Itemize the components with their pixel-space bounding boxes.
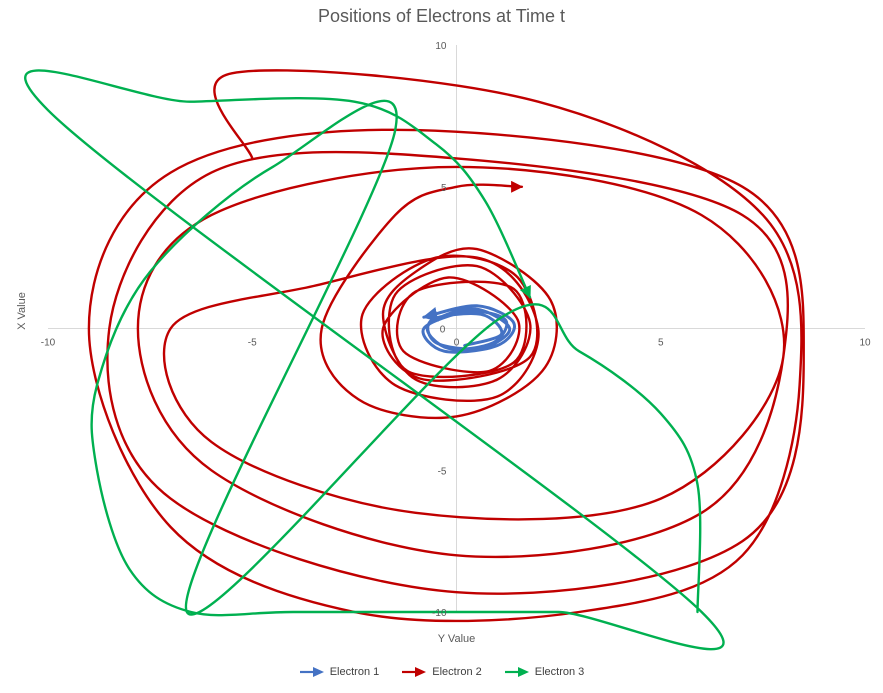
series-line-2 [87, 69, 805, 623]
legend: Electron 1 Electron 2 Electron 3 [0, 666, 883, 678]
x-tick-label: -5 [248, 338, 257, 349]
chart-title: Positions of Electrons at Time t [317, 6, 566, 26]
y-tick-label: 0 [440, 325, 446, 336]
x-axis-label: Y Value [437, 633, 476, 645]
x-tick-label: -10 [41, 338, 56, 349]
series-line-1 [421, 304, 516, 354]
legend-label: Electron 3 [534, 666, 585, 678]
series-line-3 [24, 69, 725, 651]
y-tick-label: -10 [432, 608, 447, 619]
tick-labels: -10 -5 0 5 10 10 5 0 -5 -10 [41, 41, 871, 619]
y-tick-label: 5 [441, 183, 447, 194]
legend-swatch [504, 667, 529, 677]
x-tick-label: 10 [859, 338, 871, 349]
series-layer [24, 69, 805, 651]
legend-item: Electron 2 [401, 666, 482, 678]
legend-item: Electron 1 [299, 666, 380, 678]
y-axis-label: X Value [16, 292, 28, 330]
legend-label: Electron 2 [432, 666, 482, 678]
legend-swatch [402, 667, 427, 677]
legend-item: Electron 3 [504, 666, 585, 678]
y-tick-label: 10 [435, 41, 447, 52]
x-tick-label: 5 [658, 338, 664, 349]
y-tick-label: -5 [438, 466, 447, 477]
legend-swatch [299, 667, 324, 677]
legend-label: Electron 1 [329, 666, 380, 678]
x-tick-label: 0 [454, 338, 460, 349]
